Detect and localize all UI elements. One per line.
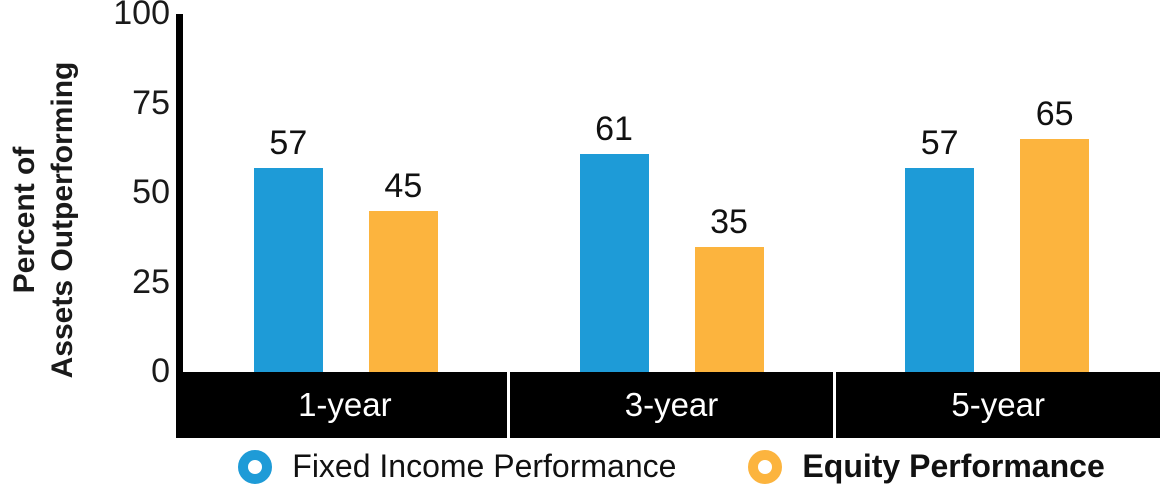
bar-value-label: 57: [920, 124, 959, 162]
bar-column: 57: [905, 124, 975, 372]
x-category-3-year: 3-year: [510, 372, 834, 438]
legend-marker-equity-icon: [748, 449, 783, 484]
bar-fixed-income-5-year: [905, 168, 975, 372]
bar-value-label: 61: [595, 110, 633, 148]
x-category-5-year: 5-year: [836, 372, 1160, 438]
bar-column: 45: [368, 167, 438, 372]
bar-value-label: 57: [269, 124, 308, 162]
bar-equity-1-year: [368, 211, 438, 372]
plot-area: 57 45 61 35 57: [183, 14, 1160, 438]
y-tick-label: 75: [132, 84, 170, 122]
x-category-label: 1-year: [298, 386, 392, 423]
x-category-label: 3-year: [624, 386, 719, 423]
x-category-1-year: 1-year: [183, 372, 507, 438]
bar-value-label: 65: [1035, 95, 1074, 133]
y-axis-line: [176, 14, 183, 438]
y-tick-label: 50: [132, 173, 170, 211]
legend: Fixed Income Performance Equity Performa…: [183, 448, 1160, 485]
bar-group-3-year: 61 35: [509, 14, 835, 372]
legend-item-fixed-income: Fixed Income Performance: [238, 448, 676, 485]
y-tick-label: 0: [151, 352, 170, 390]
band-divider: [506, 372, 510, 438]
x-axis-band: 1-year 3-year 5-year: [183, 372, 1160, 438]
bar-fixed-income-3-year: [579, 154, 649, 372]
legend-item-equity: Equity Performance: [748, 448, 1105, 485]
bar-column: 35: [694, 203, 764, 372]
bar-equity-3-year: [694, 247, 764, 372]
x-category-label: 5-year: [951, 386, 1045, 423]
band-divider: [833, 372, 837, 438]
bar-equity-5-year: [1020, 139, 1090, 372]
bar-group-1-year: 57 45: [183, 14, 509, 372]
bar-column: 65: [1020, 95, 1090, 372]
y-axis-ticks: 0 25 50 75 100: [0, 0, 170, 445]
y-tick-label: 25: [132, 263, 170, 301]
legend-label-equity: Equity Performance: [802, 448, 1105, 484]
y-tick-label: 100: [113, 0, 170, 32]
bar-fixed-income-1-year: [253, 168, 323, 372]
legend-marker-fixed-income-icon: [238, 449, 273, 484]
bar-column: 57: [253, 124, 323, 372]
legend-label-fixed-income: Fixed Income Performance: [292, 448, 677, 484]
bar-value-label: 45: [384, 167, 423, 205]
bar-column: 61: [579, 110, 649, 372]
bars-row: 57 45 61 35 57: [183, 14, 1160, 372]
bar-value-label: 35: [710, 203, 748, 241]
bar-group-5-year: 57 65: [834, 14, 1160, 372]
